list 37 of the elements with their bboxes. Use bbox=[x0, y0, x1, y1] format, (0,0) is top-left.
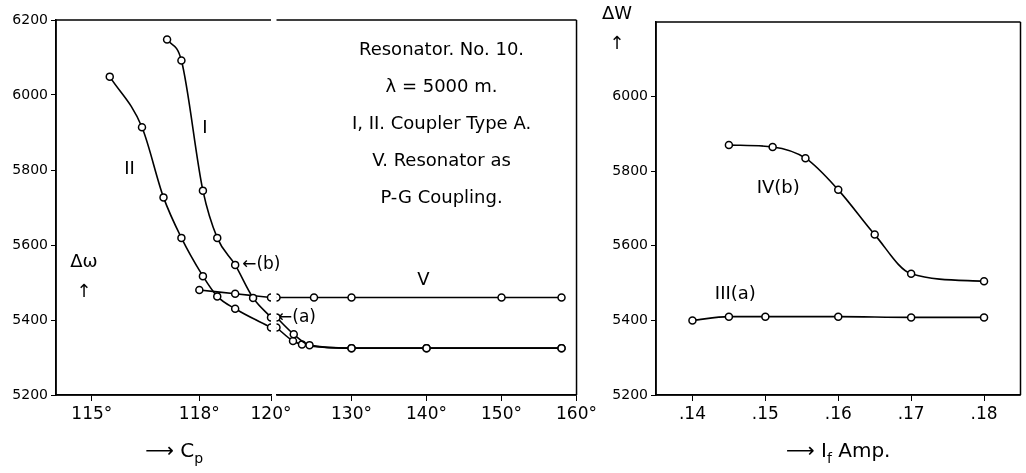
y-tick-label: 5600 bbox=[612, 236, 648, 253]
x-tick-label: 130° bbox=[331, 402, 372, 423]
y-tick-label: 5200 bbox=[612, 385, 648, 402]
x-tick-label: 150° bbox=[481, 402, 522, 423]
x-tick-label: .15 bbox=[751, 402, 779, 423]
y-tick-label: 6000 bbox=[12, 85, 48, 102]
y-tick-label: 5800 bbox=[612, 161, 648, 178]
annotation: V. Resonator as bbox=[372, 148, 511, 170]
annotation: ←(b) bbox=[242, 253, 281, 274]
x-tick-label: 160° bbox=[556, 402, 597, 423]
y-axis-title: Δω ↑ bbox=[70, 249, 98, 301]
x-tick-label: .18 bbox=[970, 402, 998, 423]
x-tick-label: 115° bbox=[71, 402, 113, 423]
annotation: λ = 5000 m. bbox=[385, 74, 498, 96]
y-axis-title: ΔW ↑ bbox=[601, 1, 633, 53]
annotation: ←(a) bbox=[278, 305, 316, 326]
y-tick-label: 5800 bbox=[12, 160, 48, 177]
x-tick-label: 120° bbox=[250, 402, 292, 423]
series-label: III(a) bbox=[714, 282, 756, 304]
y-tick-label: 6200 bbox=[12, 10, 48, 27]
y-tick-label: 5400 bbox=[612, 311, 648, 328]
y-tick-label: 6000 bbox=[612, 87, 648, 104]
x-tick-label: 140° bbox=[406, 402, 447, 423]
y-tick-label: 5600 bbox=[12, 235, 48, 252]
series-label: V bbox=[417, 268, 431, 290]
series-label: IV(b) bbox=[756, 175, 800, 197]
x-tick-label: .17 bbox=[897, 402, 925, 423]
x-tick-label: .16 bbox=[824, 402, 852, 423]
x-tick-label: .14 bbox=[678, 402, 706, 423]
annotation: P-G Coupling. bbox=[380, 185, 503, 207]
annotation: I, II. Coupler Type A. bbox=[351, 111, 532, 133]
series-label: II bbox=[124, 157, 135, 179]
series-label: I bbox=[202, 116, 208, 138]
x-tick-label: 118° bbox=[178, 402, 220, 423]
y-tick-label: 5200 bbox=[12, 385, 48, 402]
y-tick-label: 5400 bbox=[12, 310, 48, 327]
annotation: Resonator. No. 10. bbox=[358, 37, 525, 59]
